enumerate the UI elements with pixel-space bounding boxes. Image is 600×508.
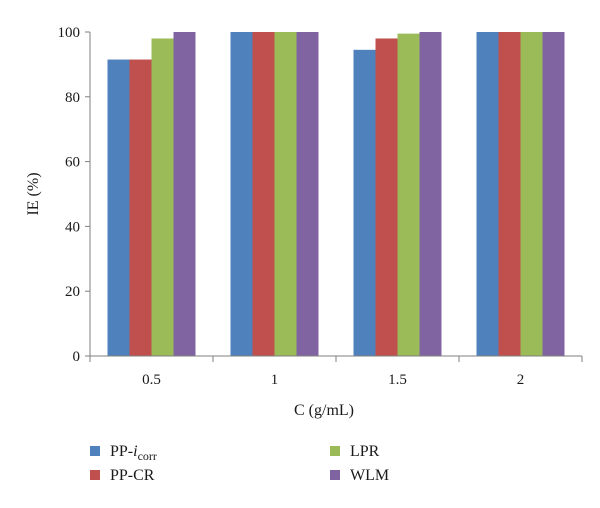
x-tick-label: 1 (271, 372, 279, 388)
legend-swatch-LPR (330, 446, 340, 456)
legend-swatch-WLM (330, 470, 340, 480)
legend-swatch-PP-CR (90, 470, 100, 480)
y-tick-label: 40 (65, 219, 80, 235)
bar-PP-icorr-2 (476, 32, 499, 356)
bar-WLM-1 (296, 32, 319, 356)
axes-layer: 0 20 40 60 80 100 0.5 1 1.5 2 (58, 25, 583, 388)
bar-LPR-1 (274, 32, 297, 356)
x-tick-label: 1.5 (388, 372, 407, 388)
y-tick-label: 20 (65, 284, 80, 300)
y-tick-label: 0 (73, 349, 81, 365)
legend: PP-icorr LPR PP-CR WLM (90, 443, 389, 484)
y-tick-label: 100 (58, 25, 81, 41)
x-tick-label: 0.5 (142, 372, 161, 388)
bar-WLM-1.5 (419, 32, 442, 356)
bar-PP-CR-1 (252, 32, 275, 356)
bar-PP-icorr-1 (230, 32, 253, 356)
x-axis-title: C (g/mL) (294, 402, 354, 419)
bar-LPR-2 (520, 32, 543, 356)
bar-PP-CR-0.5 (129, 59, 152, 356)
y-tick-label: 80 (65, 90, 80, 106)
bar-WLM-2 (542, 32, 565, 356)
legend-label-PP-CR: PP-CR (110, 467, 155, 484)
legend-label-PP-icorr: PP-icorr (110, 443, 157, 463)
legend-swatch-PP-icorr (90, 446, 100, 456)
bar-LPR-0.5 (151, 38, 174, 356)
x-tick-label: 2 (517, 372, 525, 388)
legend-label-LPR: LPR (350, 443, 380, 460)
y-axis-title: IE (%) (25, 172, 42, 215)
bar-PP-icorr-0.5 (107, 59, 130, 356)
legend-label-WLM: WLM (350, 467, 389, 484)
bar-PP-CR-2 (498, 32, 521, 356)
bar-PP-CR-1.5 (375, 38, 398, 356)
bars-layer (107, 32, 565, 357)
bar-WLM-0.5 (173, 32, 196, 356)
bar-PP-icorr-1.5 (353, 49, 376, 356)
bar-LPR-1.5 (397, 33, 420, 357)
y-tick-label: 60 (65, 155, 80, 171)
